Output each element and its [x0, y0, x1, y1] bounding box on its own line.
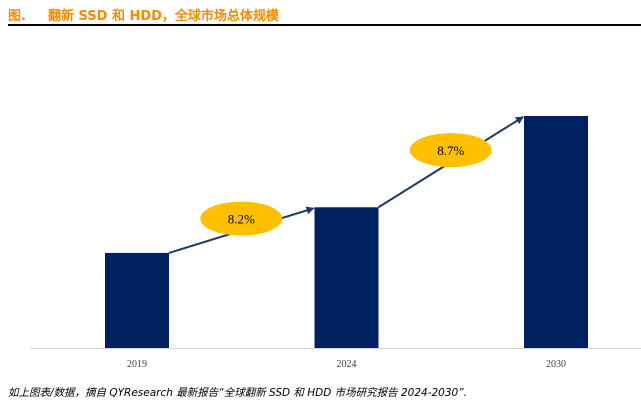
x-tick-label: 2024 — [337, 359, 357, 370]
figure-title-text: 翻新 SSD 和 HDD，全球市场总体规模 — [47, 9, 279, 24]
bar-2019 — [105, 252, 169, 348]
bar-chart: 2019 2024 2030 8.2% 8.7% — [30, 116, 641, 370]
cagr-label: 8.7% — [437, 143, 464, 158]
figure-title: 图. 翻新 SSD 和 HDD，全球市场总体规模 — [8, 5, 279, 24]
x-tick-label: 2019 — [127, 359, 147, 370]
x-tick-label: 2030 — [546, 359, 566, 370]
bar-2024 — [314, 207, 379, 348]
source-note: 如上图表/数据，摘自 QYResearch 最新报告“全球翻新 SSD 和 HD… — [8, 387, 467, 399]
cagr-label: 8.2% — [228, 212, 255, 227]
figure-label: 图. — [8, 9, 26, 24]
bar-2030 — [524, 116, 588, 348]
title-divider — [8, 24, 641, 26]
cagr-bubble — [409, 133, 492, 168]
cagr-bubble — [200, 201, 283, 236]
